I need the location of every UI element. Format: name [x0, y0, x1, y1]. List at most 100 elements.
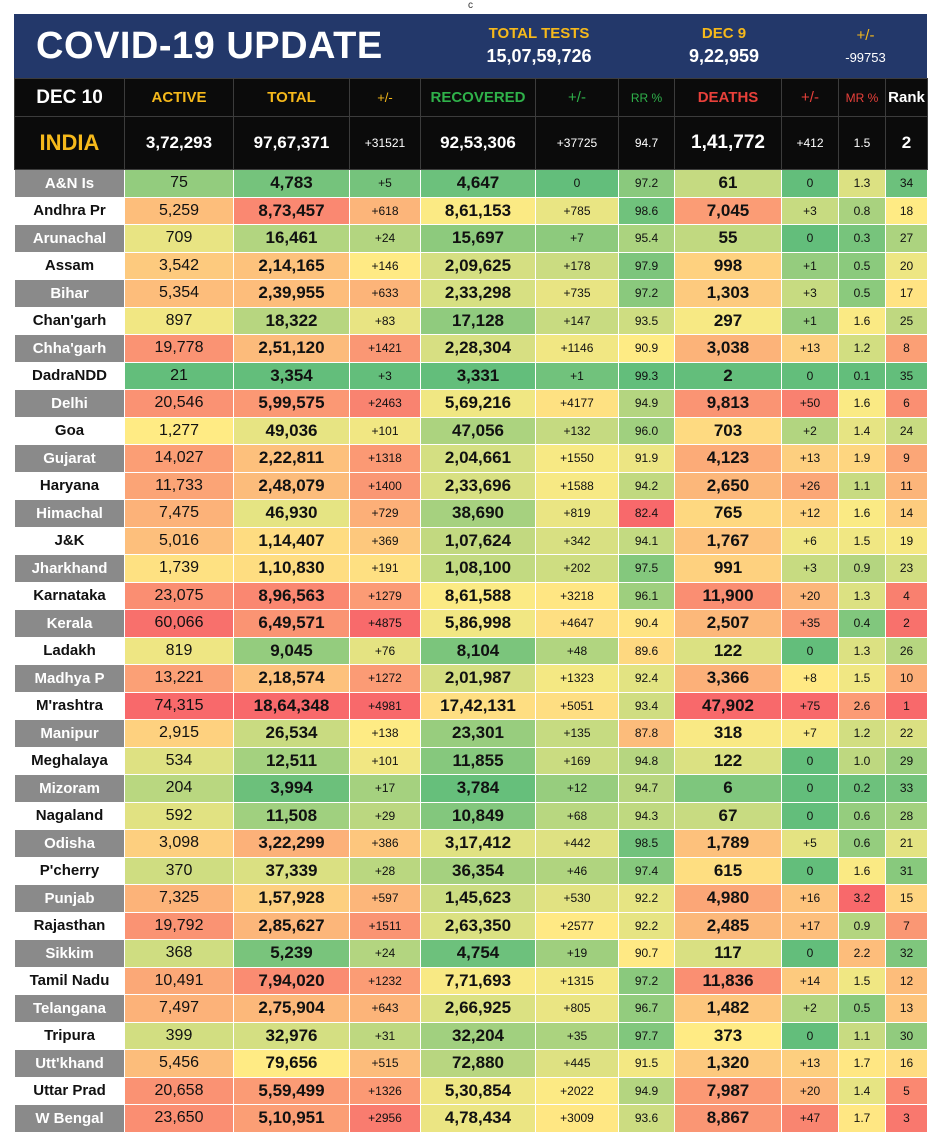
state-active: 5,259	[124, 196, 234, 225]
tests-change-label: +/-	[856, 27, 875, 44]
state-rank: 26	[885, 636, 928, 665]
state-rr: 98.6	[618, 196, 675, 225]
state-deaths: 1,482	[674, 994, 782, 1023]
state-recovered-change: +1588	[535, 471, 619, 500]
state-total: 2,75,904	[233, 994, 350, 1023]
state-mr: 1.5	[838, 966, 886, 995]
state-name: Chha'garh	[14, 334, 125, 363]
header-row: DEC 10 ACTIVE TOTAL +/- RECOVERED +/- RR…	[14, 78, 928, 117]
state-total-change: +17	[349, 774, 421, 803]
state-mr: 1.3	[838, 581, 886, 610]
state-recovered-change: +3009	[535, 1104, 619, 1133]
header-rr: RR %	[618, 78, 675, 117]
state-deaths: 7,987	[674, 1076, 782, 1105]
state-total-change: +1318	[349, 444, 421, 473]
state-recovered: 5,69,216	[420, 389, 536, 418]
state-rr: 82.4	[618, 499, 675, 528]
state-active: 370	[124, 856, 234, 885]
state-rank: 29	[885, 746, 928, 775]
state-deaths-change: +8	[781, 664, 839, 693]
state-active: 7,475	[124, 499, 234, 528]
state-total-change: +1272	[349, 664, 421, 693]
state-rank: 17	[885, 279, 928, 308]
state-total-change: +83	[349, 306, 421, 335]
state-mr: 1.3	[838, 636, 886, 665]
state-rr: 97.2	[618, 966, 675, 995]
state-deaths: 4,980	[674, 884, 782, 913]
state-total-change: +1421	[349, 334, 421, 363]
state-deaths-change: +35	[781, 609, 839, 638]
state-deaths-change: +16	[781, 884, 839, 913]
state-name: Sikkim	[14, 939, 125, 968]
state-mr: 1.7	[838, 1104, 886, 1133]
state-total-change: +29	[349, 801, 421, 830]
state-deaths: 318	[674, 719, 782, 748]
state-deaths: 297	[674, 306, 782, 335]
state-total: 5,99,575	[233, 389, 350, 418]
state-rr: 92.2	[618, 884, 675, 913]
state-active: 709	[124, 224, 234, 253]
state-deaths: 122	[674, 636, 782, 665]
state-deaths-change: 0	[781, 746, 839, 775]
state-active: 5,456	[124, 1049, 234, 1078]
state-total: 6,49,571	[233, 609, 350, 638]
state-active: 7,497	[124, 994, 234, 1023]
state-recovered: 4,78,434	[420, 1104, 536, 1133]
state-deaths-change: +2	[781, 994, 839, 1023]
state-recovered-change: +178	[535, 251, 619, 280]
state-active: 23,075	[124, 581, 234, 610]
state-total-change: +633	[349, 279, 421, 308]
state-rank: 24	[885, 416, 928, 445]
state-total-change: +2956	[349, 1104, 421, 1133]
state-total-change: +24	[349, 224, 421, 253]
state-deaths-change: +3	[781, 554, 839, 583]
state-deaths: 615	[674, 856, 782, 885]
state-rank: 20	[885, 251, 928, 280]
state-name: Telangana	[14, 994, 125, 1023]
state-total: 8,73,457	[233, 196, 350, 225]
state-total-change: +101	[349, 746, 421, 775]
state-rank: 34	[885, 169, 928, 198]
state-deaths-change: 0	[781, 774, 839, 803]
state-rank: 18	[885, 196, 928, 225]
state-deaths-change: +1	[781, 306, 839, 335]
state-recovered-change: +2577	[535, 911, 619, 940]
state-rr: 97.9	[618, 251, 675, 280]
india-rr: 94.7	[618, 116, 675, 170]
state-total: 8,96,563	[233, 581, 350, 610]
state-mr: 0.4	[838, 609, 886, 638]
state-recovered-change: +1146	[535, 334, 619, 363]
state-recovered: 17,128	[420, 306, 536, 335]
header-mr: MR %	[838, 78, 886, 117]
state-recovered-change: +4177	[535, 389, 619, 418]
state-rr: 90.4	[618, 609, 675, 638]
india-deaths-change: +412	[781, 116, 839, 170]
state-name: Uttar Prad	[14, 1076, 125, 1105]
state-recovered-change: +445	[535, 1049, 619, 1078]
daily-tests-label: DEC 9	[701, 25, 747, 42]
header-deaths: DEATHS	[674, 78, 782, 117]
state-recovered: 1,08,100	[420, 554, 536, 583]
state-total: 5,59,499	[233, 1076, 350, 1105]
state-name: Andhra Pr	[14, 196, 125, 225]
state-total-change: +1232	[349, 966, 421, 995]
state-mr: 2.2	[838, 939, 886, 968]
state-recovered: 1,07,624	[420, 526, 536, 555]
state-deaths: 1,767	[674, 526, 782, 555]
state-deaths: 122	[674, 746, 782, 775]
state-active: 399	[124, 1021, 234, 1050]
state-total: 32,976	[233, 1021, 350, 1050]
state-deaths: 11,900	[674, 581, 782, 610]
state-total: 1,57,928	[233, 884, 350, 913]
state-deaths-change: +13	[781, 444, 839, 473]
state-active: 819	[124, 636, 234, 665]
state-deaths-change: +3	[781, 196, 839, 225]
state-deaths: 703	[674, 416, 782, 445]
state-mr: 1.2	[838, 334, 886, 363]
state-deaths-change: 0	[781, 361, 839, 390]
state-rr: 94.3	[618, 801, 675, 830]
state-deaths-change: 0	[781, 939, 839, 968]
state-mr: 1.1	[838, 1021, 886, 1050]
state-name: Assam	[14, 251, 125, 280]
table-row: Bihar 5,354 2,39,955 +633 2,33,298 +735 97.2 1,…	[14, 279, 928, 308]
